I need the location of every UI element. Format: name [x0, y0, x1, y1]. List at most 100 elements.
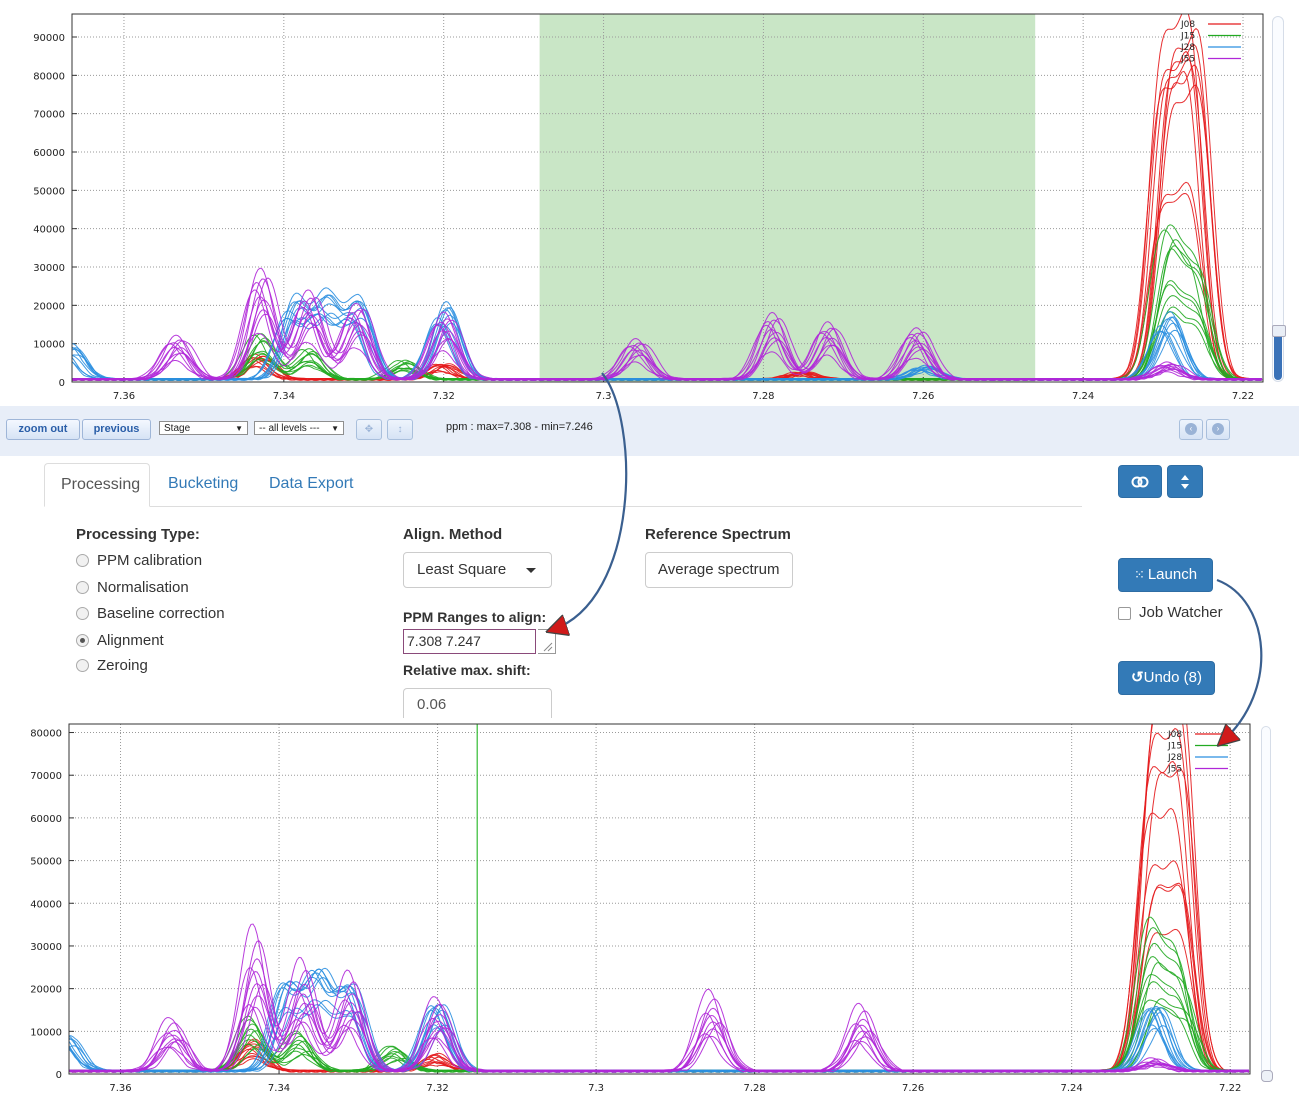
legend-label: J28 — [1167, 753, 1182, 763]
x-tick-label: 7.34 — [273, 391, 295, 402]
legend-label: J55 — [1180, 55, 1195, 65]
y-tick-label: 0 — [56, 1070, 62, 1081]
x-tick-label: 7.26 — [902, 1083, 924, 1094]
radio-label: Zeroing — [97, 657, 148, 674]
vertical-scrollbar-top[interactable] — [1272, 16, 1286, 382]
radio-ppm-calibration[interactable]: PPM calibration — [76, 552, 202, 569]
x-tick-label: 7.26 — [912, 391, 934, 402]
radio-normalisation[interactable]: Normalisation — [76, 579, 189, 596]
y-tick-label: 40000 — [33, 225, 65, 236]
vertical-scrollbar-bottom[interactable] — [1261, 726, 1273, 1082]
x-tick-label: 7.32 — [433, 391, 455, 402]
chevron-down-icon: ▼ — [235, 424, 243, 433]
x-tick-label: 7.24 — [1061, 1083, 1083, 1094]
radio-zeroing[interactable]: Zeroing — [76, 657, 148, 674]
spectrum-chart-after[interactable]: 7.36 7.34 7.32 7.3 7.28 7.26 7.24 7.22 0 10000 200… — [0, 716, 1270, 1098]
chevron-down-icon: ▼ — [331, 424, 339, 433]
undo-label: Undo (8) — [1143, 669, 1202, 686]
y-tick-label: 70000 — [30, 771, 62, 782]
legend-label: J08 — [1180, 20, 1195, 30]
plot-frame — [68, 723, 1251, 1075]
x-tick-label: 7.24 — [1072, 391, 1094, 402]
tab-bucketing[interactable]: Bucketing — [168, 475, 239, 492]
y-tick-label: 70000 — [33, 110, 65, 121]
radio-alignment[interactable]: Alignment — [76, 632, 164, 649]
y-tick-label: 30000 — [33, 263, 65, 274]
undo-icon: ↺ — [1131, 669, 1144, 686]
ppm-ranges-textarea[interactable]: 7.308 7.247 — [403, 629, 536, 654]
caret-down-icon — [526, 568, 536, 573]
sort-button[interactable] — [1167, 465, 1203, 498]
y-tick-label: 90000 — [33, 33, 65, 44]
launch-label: Launch — [1147, 566, 1198, 583]
vertical-resize-icon[interactable]: ↕ — [387, 419, 413, 440]
radio-button[interactable] — [76, 658, 89, 672]
legend-label: J08 — [1167, 730, 1182, 740]
job-watcher-checkbox[interactable] — [1118, 607, 1131, 620]
align-method-value: Least Square — [417, 561, 507, 578]
launch-button[interactable]: ⁙ Launch — [1118, 558, 1213, 592]
radio-button[interactable] — [76, 606, 89, 620]
ppm-ranges-label: PPM Ranges to align: — [403, 609, 547, 625]
stage-select[interactable]: Stage ▼ — [159, 421, 248, 435]
radio-label: Baseline correction — [97, 605, 225, 622]
zoom-out-button[interactable]: zoom out — [6, 419, 80, 440]
y-tick-label: 60000 — [30, 814, 62, 825]
spectra-lines — [72, 14, 1263, 382]
x-tick-label: 7.3 — [596, 391, 612, 402]
next-arrow-button[interactable]: › — [1206, 419, 1230, 440]
y-tick-label: 80000 — [30, 729, 62, 740]
x-tick-label: 7.36 — [113, 391, 135, 402]
radio-label: Alignment — [97, 632, 164, 649]
y-tick-label: 20000 — [30, 985, 62, 996]
selected-ppm-region[interactable] — [539, 14, 1036, 382]
legend-label: J15 — [1167, 742, 1182, 752]
x-tick-label: 7.28 — [743, 1083, 765, 1094]
tab-data-export[interactable]: Data Export — [269, 475, 354, 492]
max-shift-value: 0.06 — [417, 696, 447, 713]
ppm-readout: ppm : max=7.308 - min=7.246 — [446, 421, 593, 433]
x-tick-label: 7.32 — [426, 1083, 448, 1094]
spectrum-chart-before[interactable]: 7.36 7.34 7.32 7.3 7.28 7.26 7.24 7.22 0 10000 200… — [0, 0, 1270, 406]
crosshair-icon[interactable]: ✥ — [356, 419, 382, 440]
tab-processing[interactable]: Processing — [44, 463, 150, 507]
x-tick-label: 7.22 — [1219, 1083, 1241, 1094]
stage-select-value: Stage — [164, 423, 191, 434]
undo-button[interactable]: ↺Undo (8) — [1118, 661, 1215, 695]
radio-button[interactable] — [76, 580, 89, 594]
scrollbar-handle[interactable] — [1261, 1070, 1273, 1082]
align-method-label: Align. Method — [403, 526, 503, 543]
levels-select[interactable]: -- all levels --- ▼ — [254, 421, 344, 435]
toggle-link-button[interactable] — [1118, 465, 1162, 498]
reference-spectrum-value: Average spectrum — [658, 561, 780, 578]
y-tick-label: 20000 — [33, 301, 65, 312]
align-method-select[interactable]: Least Square — [403, 552, 552, 588]
radio-label: Normalisation — [97, 579, 189, 596]
radio-button-selected[interactable] — [76, 633, 89, 647]
ppm-ranges-value: 7.308 7.247 — [407, 633, 481, 649]
scrollbar-handle[interactable] — [1272, 325, 1286, 337]
spectrum-trace-j55 — [72, 278, 1263, 381]
processing-type-label: Processing Type: — [76, 526, 200, 543]
sort-icon — [1181, 475, 1189, 490]
radio-baseline-correction[interactable]: Baseline correction — [76, 605, 225, 622]
job-watcher-label: Job Watcher — [1139, 604, 1223, 621]
arrow-left-icon: ‹ — [1185, 423, 1197, 435]
reference-spectrum-label: Reference Spectrum — [645, 526, 791, 543]
radio-label: PPM calibration — [97, 552, 203, 569]
y-tick-label: 10000 — [30, 1027, 62, 1038]
prev-arrow-button[interactable]: ‹ — [1179, 419, 1203, 440]
spectra-lines — [69, 724, 1250, 1073]
spectrum-trace-j55 — [72, 295, 1263, 382]
x-tick-label: 7.3 — [588, 1083, 604, 1094]
scrollbar-thumb[interactable] — [1274, 328, 1282, 380]
y-tick-label: 50000 — [33, 186, 65, 197]
previous-button[interactable]: previous — [82, 419, 151, 440]
radio-button[interactable] — [76, 553, 89, 567]
arrow-right-icon: › — [1212, 423, 1224, 435]
spectrum-trace-j55 — [69, 1004, 1250, 1073]
reference-spectrum-select[interactable]: Average spectrum — [645, 552, 793, 588]
textarea-resize-handle[interactable] — [538, 629, 556, 654]
resize-grip-icon — [543, 642, 553, 652]
max-shift-input[interactable]: 0.06 — [403, 688, 552, 718]
